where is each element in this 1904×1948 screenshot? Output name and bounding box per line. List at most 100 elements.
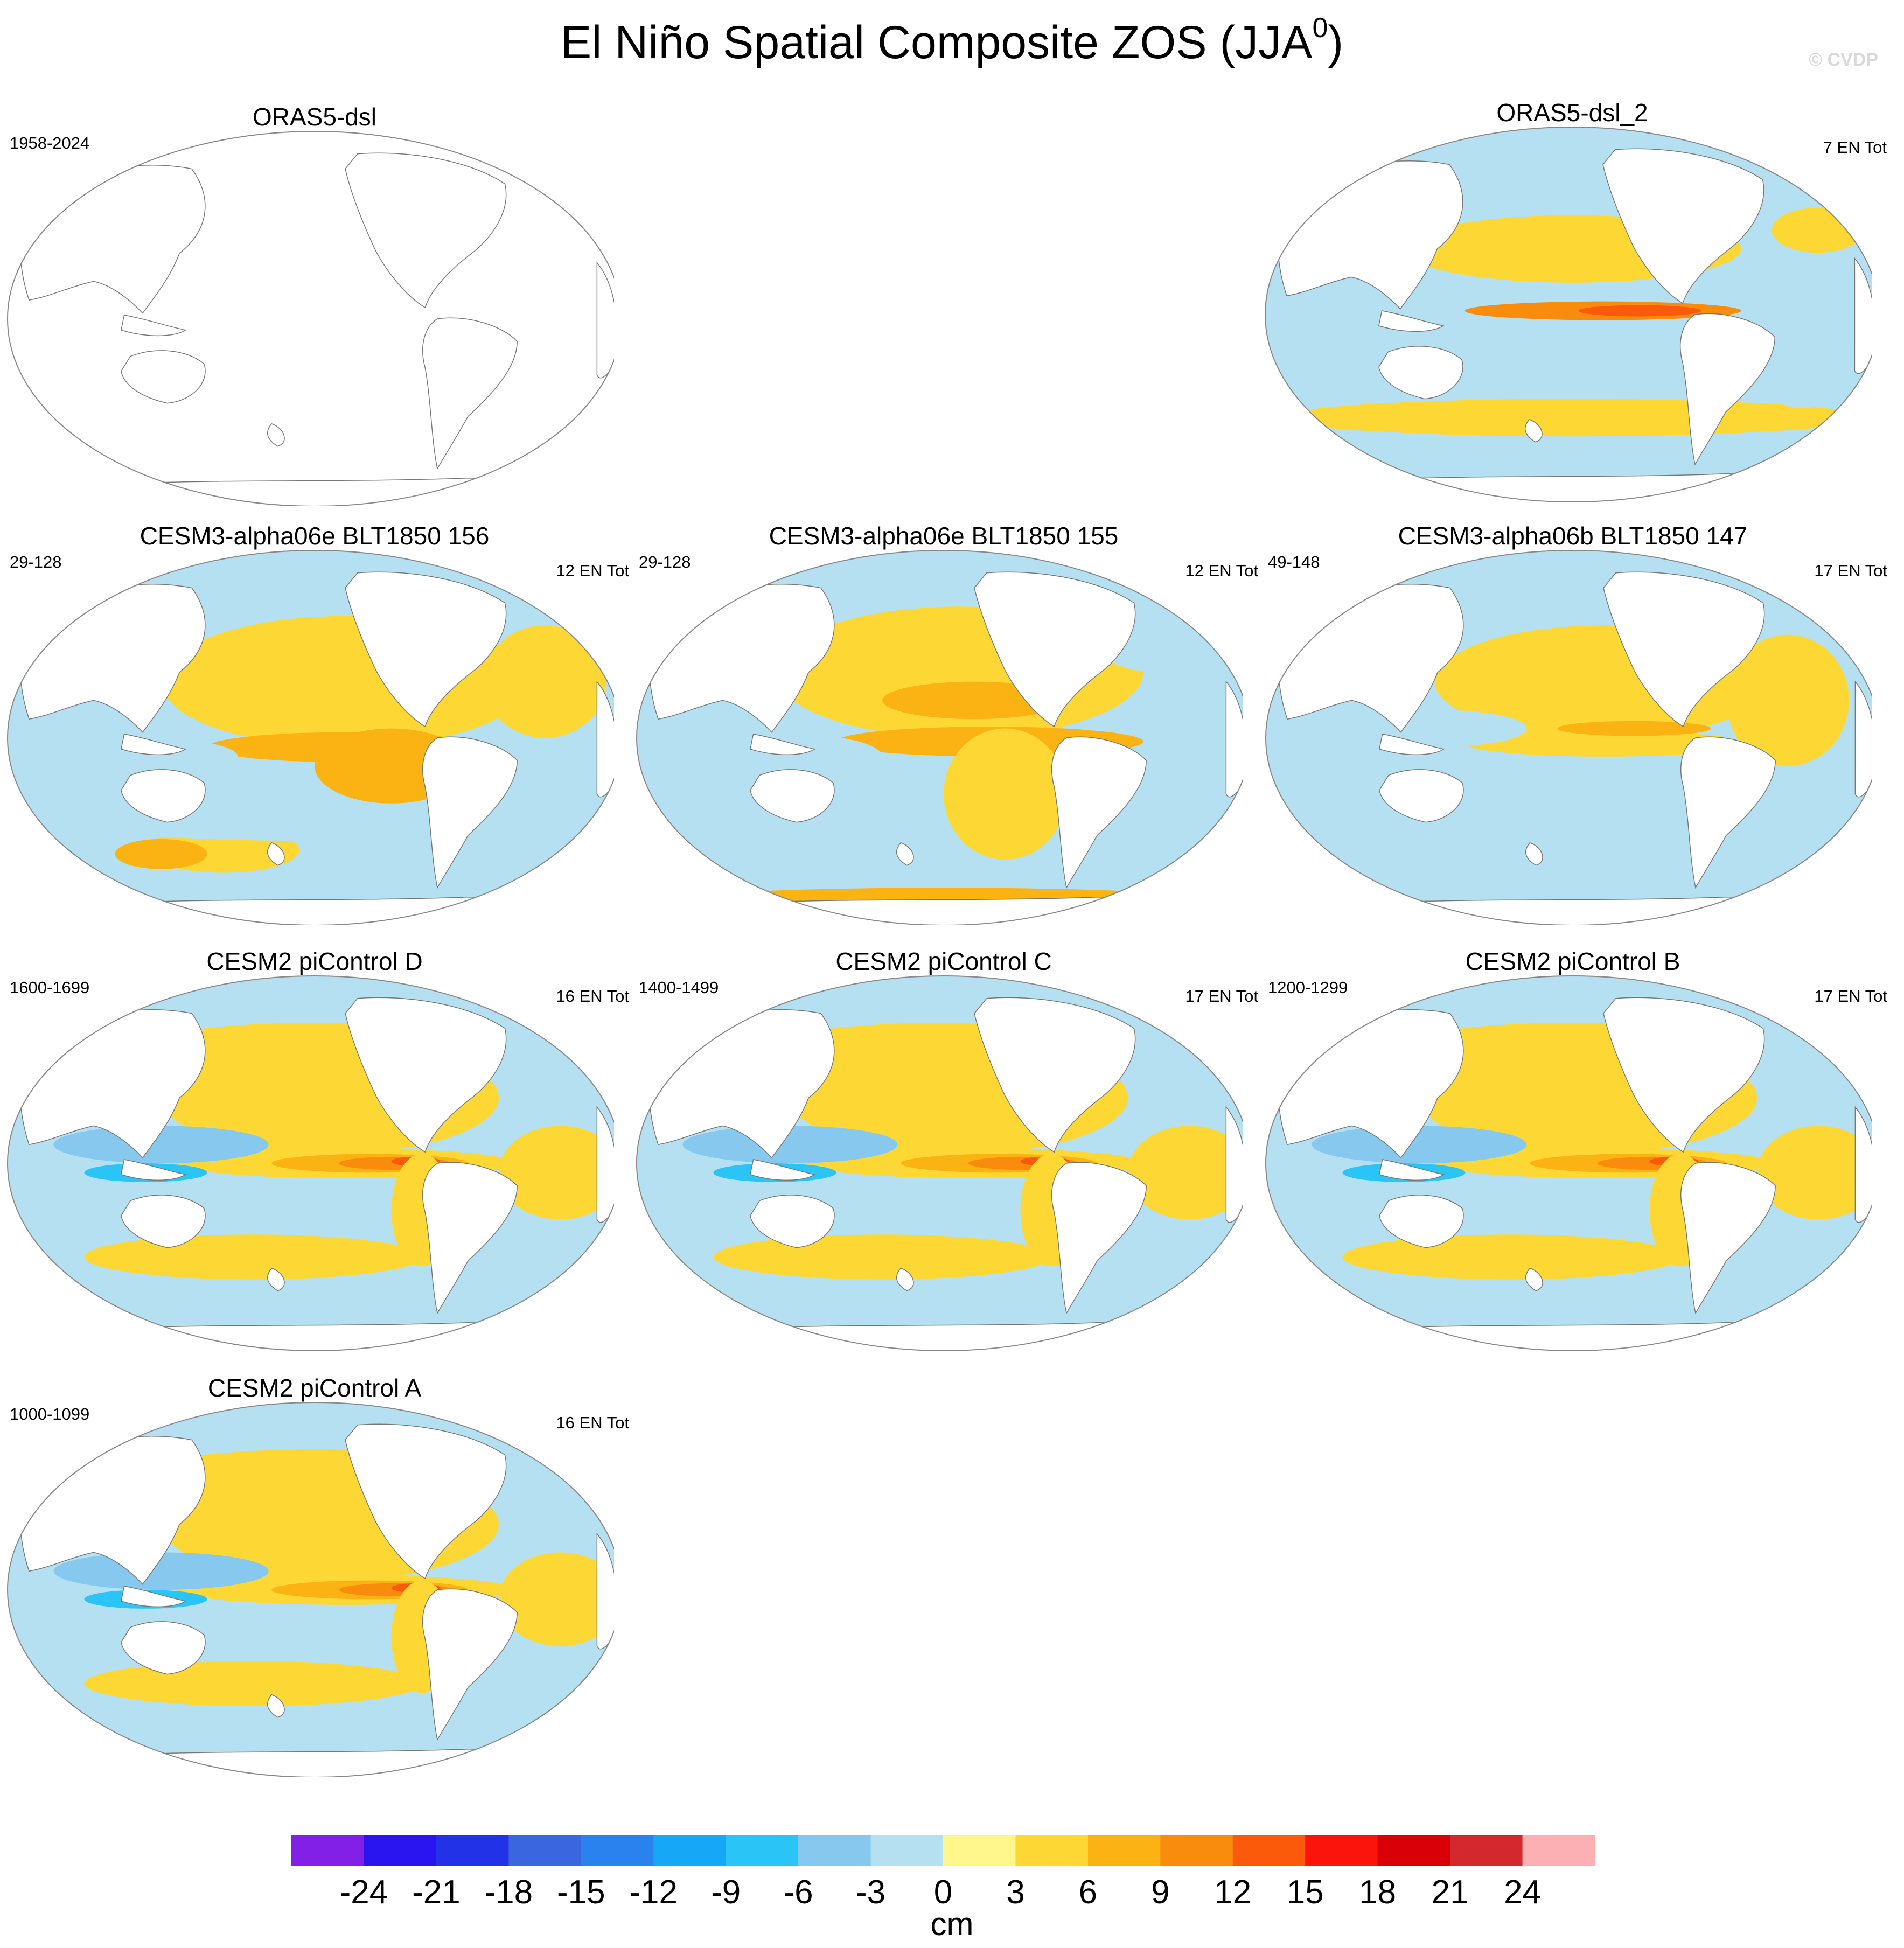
land-nz (896, 842, 914, 866)
panel-picontrol-d: CESM2 piControl D 1600-1699 16 EN Tot (0, 947, 629, 1356)
field-contour (53, 1552, 269, 1590)
land-antarc (637, 897, 1243, 925)
colorbar-swatch (1305, 1835, 1378, 1866)
panel-years: 1200-1299 (1268, 978, 1348, 997)
panel-years: 29-128 (10, 553, 62, 571)
land-antarc (1266, 1322, 1872, 1351)
colorbar-tick-label: 18 (1359, 1874, 1397, 1911)
colorbar-swatch (581, 1835, 654, 1866)
land-green (1750, 979, 1806, 1015)
map-orasdsl (7, 131, 614, 506)
land-green (1749, 130, 1805, 166)
land-africa (596, 1106, 614, 1223)
field-contour (1557, 721, 1711, 736)
field-contour (115, 839, 207, 869)
land-namer (345, 152, 507, 309)
land-austr (1379, 1195, 1464, 1248)
map-border (1265, 127, 1872, 502)
land-green (492, 135, 548, 170)
land-austr (750, 769, 835, 823)
colorbar-tick-label: 0 (933, 1874, 953, 1911)
colorbar-tick-label: 6 (1078, 1874, 1098, 1911)
field-contour (944, 728, 1066, 860)
map-picB (1265, 975, 1872, 1351)
colorbar-svg (291, 1835, 1595, 1866)
map-cesm147 (1265, 550, 1872, 925)
land-austr (121, 1195, 206, 1248)
field-contour (682, 1126, 898, 1163)
field-contour (84, 1661, 422, 1706)
land-indo (750, 734, 816, 756)
panel-years: 1400-1499 (639, 978, 719, 997)
land-austr (1378, 346, 1463, 400)
panel-en-count: 12 EN Tot (556, 561, 629, 580)
land-samer (422, 317, 518, 470)
map-border (1265, 975, 1872, 1351)
field-contour (1280, 399, 1864, 437)
land-austr (121, 1621, 206, 1675)
land-indo (1379, 1159, 1445, 1181)
land-austr (121, 769, 206, 823)
land-africa (596, 261, 614, 379)
land-namer (345, 571, 507, 728)
field-contour (698, 734, 882, 779)
land-europe (560, 185, 614, 222)
land-africa (1854, 257, 1872, 374)
colorbar-swatch (653, 1835, 727, 1866)
land-samer (422, 1588, 518, 1741)
map-orasdsl2 (1265, 127, 1872, 502)
colorbar-tick-label: 3 (1006, 1874, 1025, 1911)
land-nz (1525, 842, 1543, 866)
land-green (1750, 554, 1806, 589)
colorbar-tick-label: -15 (556, 1874, 605, 1911)
land-samer (1051, 1162, 1147, 1315)
land-namer (345, 1423, 507, 1580)
colorbar-tick-label: 15 (1286, 1874, 1324, 1911)
field-contour (1342, 709, 1527, 748)
map-cesm155 (636, 550, 1243, 925)
panel-cesm3-155: CESM3-alpha06e BLT1850 155 29-128 12 EN … (629, 521, 1258, 931)
colorbar-swatch (1377, 1835, 1450, 1866)
colorbar-swatch (508, 1835, 582, 1866)
colorbar-tick-label: 12 (1214, 1874, 1252, 1911)
map-cesm156 (7, 550, 614, 925)
field-contour (1128, 1126, 1243, 1220)
land-nz (267, 423, 285, 447)
colorbar-tick-label: 21 (1431, 1874, 1469, 1911)
colorbar-swatch (1522, 1835, 1595, 1866)
panel-title: CESM2 piControl A (207, 1374, 422, 1402)
panel-years: 29-128 (639, 553, 691, 571)
colorbar (291, 1835, 1595, 1866)
colorbar-tick-label: -12 (629, 1874, 678, 1911)
panel-en-count: 16 EN Tot (556, 1413, 629, 1432)
map-border (7, 1402, 614, 1777)
panel-years: 1000-1099 (10, 1405, 90, 1423)
land-asia (19, 165, 206, 314)
colorbar-tick-label: 9 (1151, 1874, 1170, 1911)
field-contour (84, 1234, 422, 1280)
panel-cesm3-147: CESM3-alpha06b BLT1850 147 49-148 17 EN … (1258, 521, 1887, 931)
land-nz (896, 1268, 914, 1291)
panel-title: CESM2 piControl C (835, 947, 1052, 975)
colorbar-ticks: -24 -21 -18 -15 -12 -9 -6 -3 0 3 6 9 12 15 18 21 24 (291, 1873, 1595, 1916)
map-border (636, 550, 1243, 925)
land-nz (267, 842, 285, 866)
field-contour (53, 738, 238, 776)
panel-title: CESM3-alpha06e BLT1850 156 (140, 522, 490, 550)
field-contour (1342, 1234, 1680, 1280)
panel-en-count: 12 EN Tot (1185, 561, 1258, 580)
panel-title: CESM2 piControl D (206, 947, 423, 975)
land-africa (1854, 1106, 1872, 1223)
map-border (636, 975, 1243, 1351)
land-namer (974, 571, 1136, 728)
field-contour (499, 1552, 614, 1646)
land-nz (1525, 1268, 1543, 1291)
land-nz (267, 1694, 285, 1718)
colorbar-swatch (798, 1835, 871, 1866)
map-picD (7, 975, 614, 1351)
land-namer (1602, 148, 1764, 304)
land-namer (1603, 571, 1765, 728)
colorbar-tick-label: 24 (1504, 1874, 1542, 1911)
map-border (7, 131, 614, 506)
land-africa (1854, 680, 1872, 798)
